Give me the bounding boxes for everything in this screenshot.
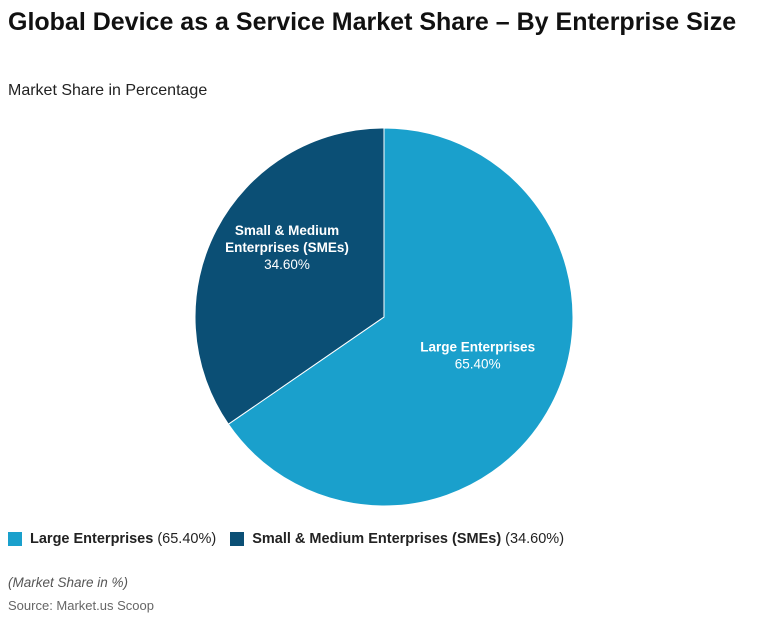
chart-title: Global Device as a Service Market Share …	[8, 8, 737, 36]
pie-chart: Large Enterprises 65.40% Small & Medium Ent…	[194, 127, 574, 507]
legend-label: Small & Medium Enterprises (SMEs)	[252, 531, 502, 547]
slice-label-value: 65.40%	[455, 357, 501, 372]
legend-value: (34.60%)	[505, 531, 565, 547]
slice-label-name: Large Enterprises	[420, 340, 535, 355]
footnote: (Market Share in %)	[8, 575, 129, 590]
legend-swatch	[8, 532, 22, 546]
legend: Large Enterprises (65.40%) Small & Mediu…	[8, 531, 578, 547]
slice-label-value: 34.60%	[264, 257, 310, 272]
source-text: Source: Market.us Scoop	[8, 598, 154, 613]
slice-label: Small & Medium Enterprises (SMEs) 34.60%	[225, 223, 349, 272]
legend-label: Large Enterprises	[30, 531, 154, 547]
pie-slice-smes	[194, 127, 385, 425]
slice-label-name: Enterprises (SMEs)	[225, 240, 349, 255]
pie-slice-large-enterprises	[227, 127, 574, 507]
legend-item-smes: Small & Medium Enterprises (SMEs) (34.60…	[230, 531, 564, 547]
chart-subtitle: Market Share in Percentage	[8, 82, 208, 99]
legend-item-large-enterprises: Large Enterprises (65.40%)	[8, 531, 216, 547]
legend-value: (65.40%)	[157, 531, 217, 547]
legend-swatch	[230, 532, 245, 546]
slice-label-name: Small & Medium	[235, 223, 339, 238]
slice-label: Large Enterprises 65.40%	[420, 340, 535, 372]
